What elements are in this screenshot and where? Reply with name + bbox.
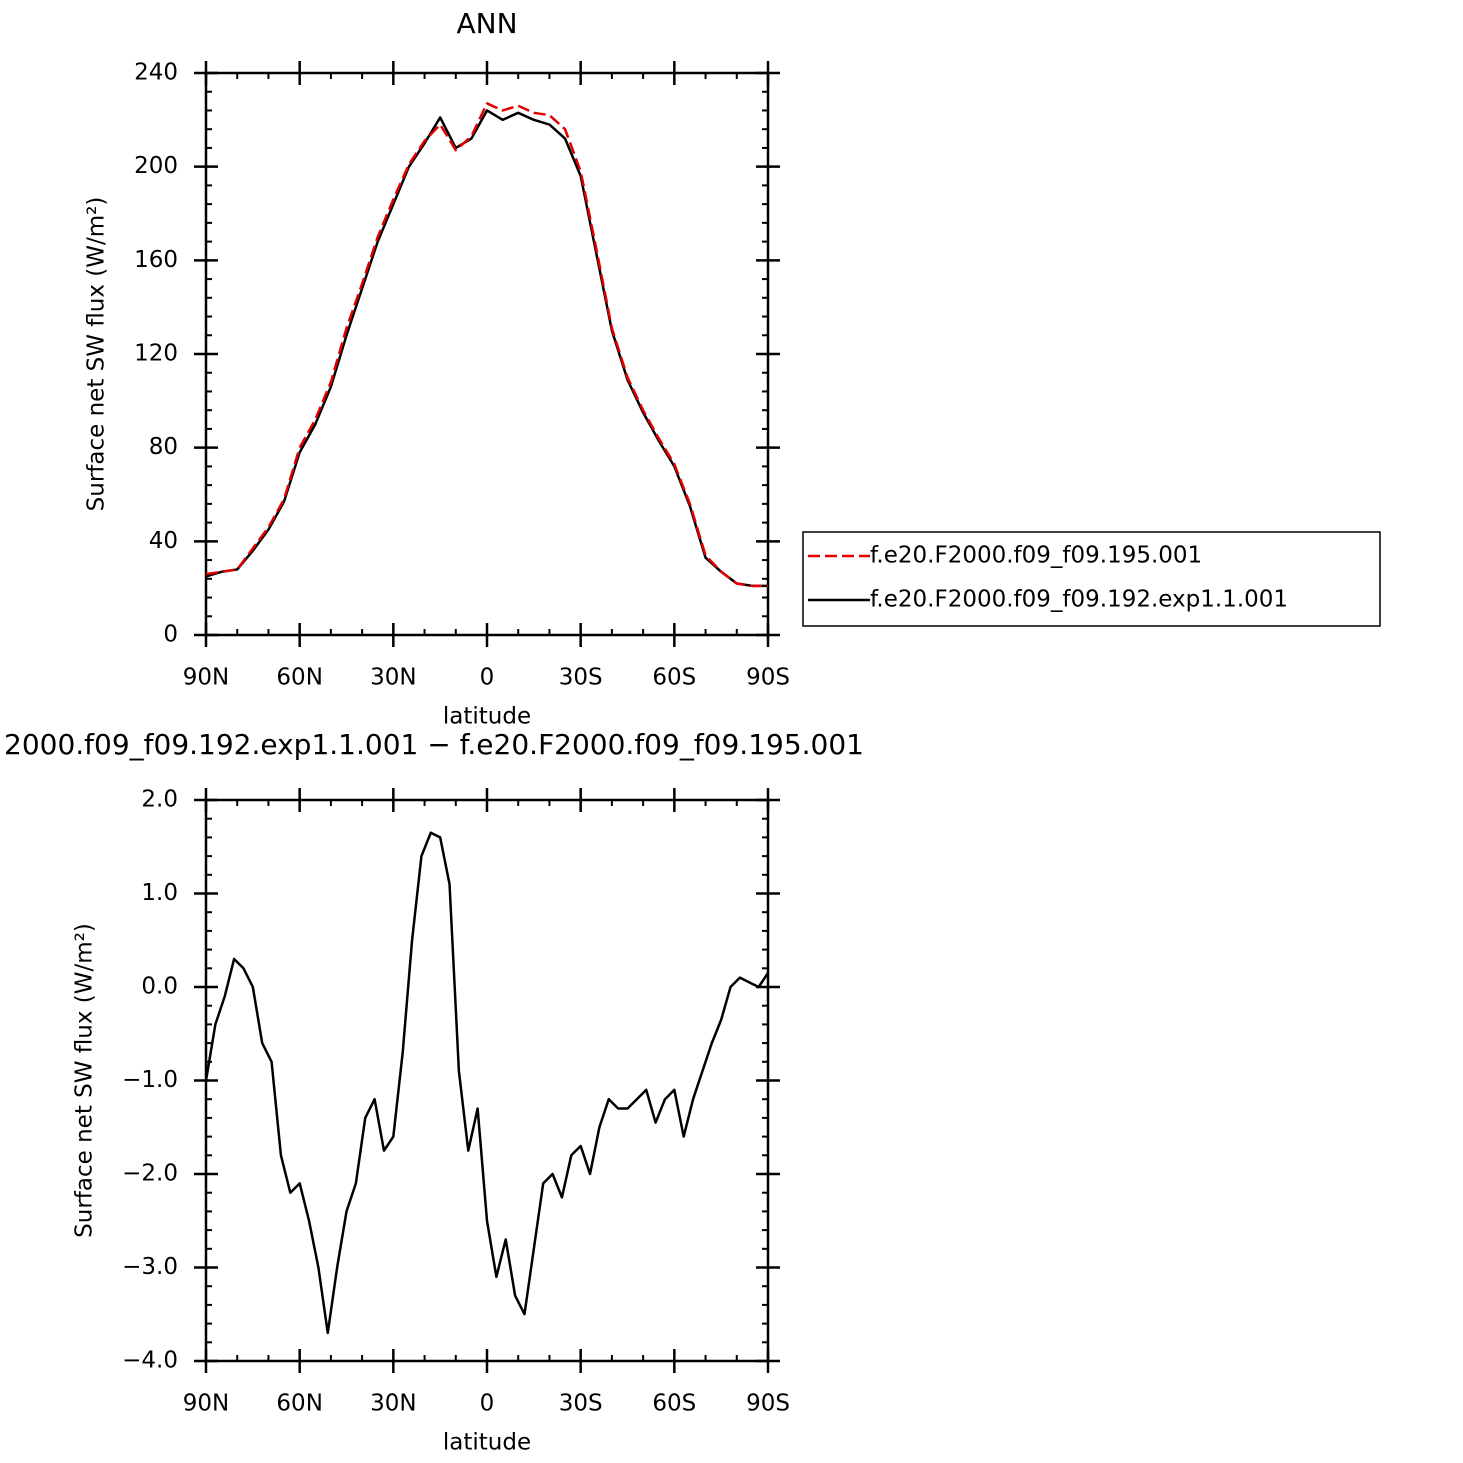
chart-title: 2000.f09_f09.192.exp1.1.001 − f.e20.F200… bbox=[4, 728, 864, 761]
x-axis-label: latitude bbox=[443, 704, 531, 730]
data-line bbox=[205, 102, 768, 588]
x-tick-label: 30S bbox=[559, 1391, 603, 1417]
y-axis-label: Surface net SW flux (W/m²) bbox=[72, 923, 98, 1238]
chart-title: ANN bbox=[456, 7, 517, 40]
x-tick-label: 0 bbox=[480, 665, 495, 691]
x-tick-label: 30N bbox=[370, 665, 416, 691]
y-tick-label: 40 bbox=[149, 528, 178, 554]
y-tick-label: 200 bbox=[134, 153, 178, 179]
x-tick-label: 60N bbox=[276, 665, 322, 691]
x-tick-label: 60N bbox=[276, 1391, 322, 1417]
x-tick-label: 0 bbox=[480, 1391, 495, 1417]
plot-frame bbox=[204, 71, 770, 637]
y-tick-label: 0.0 bbox=[141, 974, 178, 1000]
x-tick-label: 60S bbox=[652, 665, 696, 691]
data-line bbox=[204, 831, 770, 1335]
x-tick-label: 30S bbox=[559, 665, 603, 691]
y-tick-label: 120 bbox=[134, 341, 178, 367]
y-tick-label: 80 bbox=[149, 434, 178, 460]
x-tick-label: 30N bbox=[370, 1391, 416, 1417]
x-tick-label: 90N bbox=[183, 1391, 229, 1417]
x-tick-label: 60S bbox=[652, 1391, 696, 1417]
x-tick-label: 90N bbox=[183, 665, 229, 691]
y-tick-label: −3.0 bbox=[122, 1254, 178, 1280]
data-line bbox=[205, 109, 768, 588]
y-tick-label: 0 bbox=[163, 622, 178, 648]
y-tick-label: 160 bbox=[134, 247, 178, 273]
legend-box bbox=[802, 531, 1381, 627]
y-tick-label: −2.0 bbox=[122, 1161, 178, 1187]
y-tick-label: 2.0 bbox=[141, 787, 178, 813]
y-axis-label: Surface net SW flux (W/m²) bbox=[84, 197, 110, 512]
y-tick-label: 240 bbox=[134, 60, 178, 86]
x-tick-label: 90S bbox=[746, 665, 790, 691]
y-tick-label: −1.0 bbox=[122, 1067, 178, 1093]
y-tick-label: −4.0 bbox=[122, 1348, 178, 1374]
x-tick-label: 90S bbox=[746, 1391, 790, 1417]
legend-label: f.e20.F2000.f09_f09.192.exp1.1.001 bbox=[870, 587, 1288, 613]
plot-frame bbox=[204, 798, 770, 1363]
y-tick-label: 1.0 bbox=[141, 880, 178, 906]
legend-label: f.e20.F2000.f09_f09.195.001 bbox=[870, 543, 1202, 569]
x-axis-label: latitude bbox=[443, 1430, 531, 1456]
